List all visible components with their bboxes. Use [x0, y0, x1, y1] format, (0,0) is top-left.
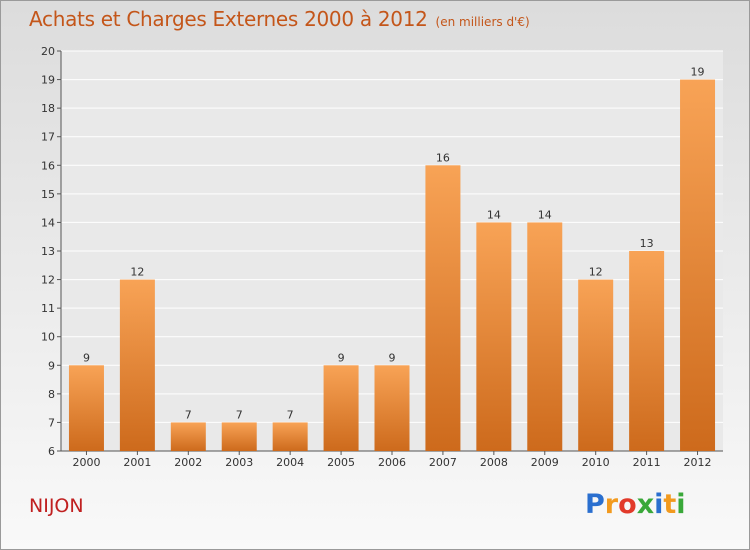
data-label: 7 [287, 408, 294, 421]
bar-layer [68, 79, 716, 452]
logo-letter: r [604, 489, 619, 520]
data-label: 13 [640, 237, 654, 250]
data-label: 9 [338, 351, 345, 364]
logo-letter: x [636, 489, 655, 520]
logo-letter: t [663, 489, 677, 520]
x-tick-label: 2004 [276, 456, 304, 469]
data-label: 12 [589, 266, 603, 279]
y-tick-label: 11 [41, 302, 55, 315]
logo-letter: i [654, 489, 664, 520]
y-tick-label: 20 [41, 45, 55, 58]
proxiti-logo[interactable]: Proxiti [585, 489, 686, 520]
bar-2003 [221, 422, 257, 451]
y-tick-label: 17 [41, 131, 55, 144]
y-tick-label: 13 [41, 245, 55, 258]
label-layer: 9 2000 12 2001 7 2002 7 2003 7 2004 9 2005 9 2006 16 20… [72, 66, 711, 469]
y-tick-label: 19 [41, 74, 55, 87]
chart-subtitle: (en milliers d'€) [435, 15, 530, 29]
y-tick-label: 16 [41, 159, 55, 172]
bar-2001 [119, 279, 155, 451]
x-tick-label: 2010 [582, 456, 610, 469]
x-tick-label: 2008 [480, 456, 508, 469]
bar-2010 [578, 279, 614, 451]
y-tick-label: 7 [48, 416, 55, 429]
bar-2002 [170, 422, 206, 451]
bar-2000 [68, 365, 104, 451]
y-tick-label: 6 [48, 445, 55, 458]
x-tick-label: 2001 [123, 456, 151, 469]
chart-title: Achats et Charges Externes 2000 à 2012 [29, 7, 428, 31]
y-tick-label: 10 [41, 331, 55, 344]
logo-letter: P [585, 489, 605, 520]
y-tick-label: 14 [41, 216, 55, 229]
x-tick-label: 2011 [633, 456, 661, 469]
bar-2011 [629, 251, 665, 451]
y-tick-label: 18 [41, 102, 55, 115]
x-tick-label: 2003 [225, 456, 253, 469]
data-label: 12 [130, 266, 144, 279]
x-tick-label: 2012 [684, 456, 712, 469]
bar-2007 [425, 165, 461, 452]
x-tick-label: 2005 [327, 456, 355, 469]
title-row: Achats et Charges Externes 2000 à 2012 (e… [29, 7, 530, 31]
logo-letter: o [618, 489, 637, 520]
bar-2012 [680, 79, 716, 452]
data-label: 16 [436, 151, 450, 164]
data-label: 7 [185, 408, 192, 421]
place-name: NIJON [29, 495, 84, 517]
data-label: 19 [691, 66, 705, 79]
bar-2006 [374, 365, 410, 451]
data-label: 14 [487, 208, 501, 221]
bar-2004 [272, 422, 308, 451]
data-label: 9 [389, 351, 396, 364]
x-tick-label: 2009 [531, 456, 559, 469]
x-tick-label: 2002 [174, 456, 202, 469]
x-tick-label: 2007 [429, 456, 457, 469]
logo-letter: i [676, 489, 686, 520]
y-tick-label: 12 [41, 274, 55, 287]
data-label: 7 [236, 408, 243, 421]
x-tick-label: 2000 [72, 456, 100, 469]
x-tick-label: 2006 [378, 456, 406, 469]
y-tick-label: 15 [41, 188, 55, 201]
y-tick-label: 8 [48, 388, 55, 401]
data-label: 9 [83, 351, 90, 364]
data-label: 14 [538, 208, 552, 221]
y-tick-label: 9 [48, 359, 55, 372]
bar-2009 [527, 222, 563, 451]
bar-2008 [476, 222, 512, 451]
bar-2005 [323, 365, 359, 451]
